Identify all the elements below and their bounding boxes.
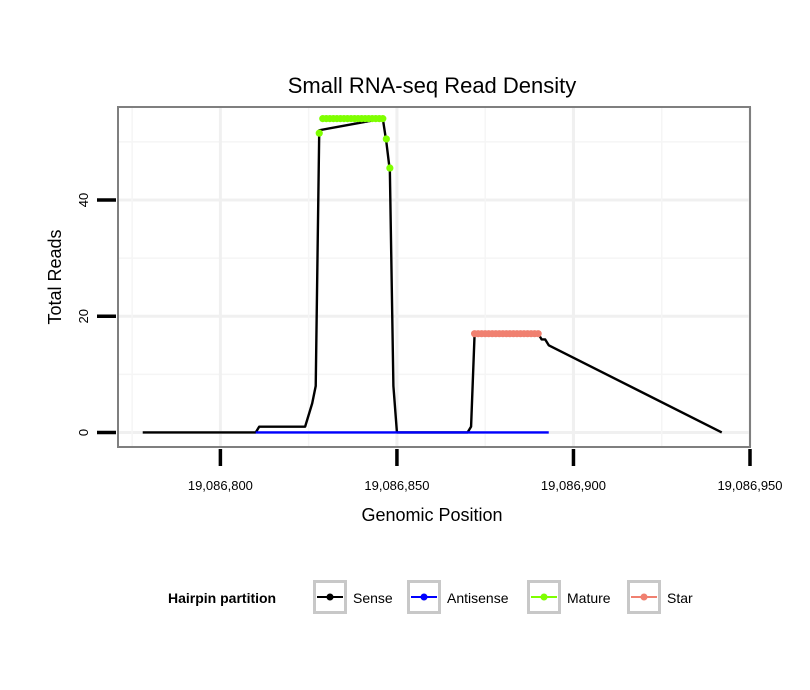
y-tick-label: 20 [76,309,91,323]
star-point [534,330,542,338]
mature-point [379,115,387,123]
x-tick-label: 19,086,850 [364,478,429,493]
axes: 0 20 40 19,086,800 19,086,850 19,086,900 19,08… [76,193,783,493]
legend-dot-star [640,593,648,601]
mature-point [382,135,390,143]
mature-point [315,129,323,137]
legend-dot-sense [326,593,334,601]
x-tick-label: 19,086,950 [717,478,782,493]
sense-series-line [142,117,723,434]
legend-title: Hairpin partition [168,590,276,606]
x-tick-label: 19,086,900 [541,478,606,493]
legend-dot-antisense [420,593,428,601]
legend-label-star: Star [667,590,693,606]
series-layer [142,115,723,434]
y-tick-label: 40 [76,193,91,207]
x-axis-title: Genomic Position [361,505,502,525]
legend-label-antisense: Antisense [447,590,509,606]
y-tick-label: 0 [76,429,91,436]
legend-label-sense: Sense [353,590,393,606]
panel-border [117,106,751,448]
mature-point [386,164,394,172]
legend-label-mature: Mature [567,590,611,606]
legend-dot-mature [540,593,548,601]
grid [118,107,752,447]
chart-title: Small RNA-seq Read Density [288,73,577,98]
y-axis-title: Total Reads [45,229,65,324]
x-tick-label: 19,086,800 [188,478,253,493]
legend: Hairpin partition Sense Antisense Mature St… [168,580,693,614]
